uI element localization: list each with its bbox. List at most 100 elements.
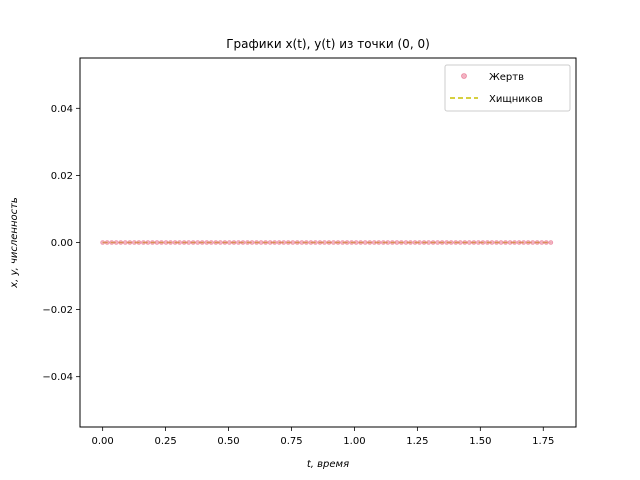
x-tick-label: 0.00: [92, 436, 114, 447]
series-prey-point: [331, 240, 336, 245]
series-prey-point: [150, 240, 155, 245]
series-prey-point: [227, 240, 232, 245]
series-prey-point: [525, 240, 531, 245]
series-prey-point: [204, 240, 210, 245]
series-prey-point: [272, 240, 277, 245]
series-prey-point: [276, 240, 282, 245]
legend-box: [444, 64, 571, 112]
series-prey-point: [408, 240, 413, 245]
series-prey-point: [258, 240, 264, 245]
series-prey-point: [249, 240, 255, 245]
series-prey-point: [471, 240, 477, 245]
series-prey-point: [543, 240, 549, 245]
series-prey-point: [457, 240, 463, 245]
legend-predators-label: Хищников: [489, 94, 543, 105]
legend-prey-label: Жертв: [489, 72, 524, 83]
series-prey-point: [285, 240, 291, 245]
series-prey-point: [231, 240, 237, 245]
series-prey-point: [109, 240, 115, 245]
series-prey-point: [159, 240, 164, 245]
x-axis: 0.00 0.25 0.50 0.75 1.00 1.25 1.50 1.75: [92, 427, 554, 447]
x-tick-label: 1.50: [469, 436, 491, 447]
series-prey-point: [362, 240, 368, 245]
series-prey-point: [245, 240, 250, 245]
series-prey-point: [430, 240, 436, 245]
series-prey-point: [317, 240, 323, 245]
series-prey-point: [494, 240, 499, 245]
series-prey-point: [136, 240, 142, 245]
series-prey-point: [141, 240, 146, 245]
series-prey-point: [426, 240, 431, 245]
series-prey-point: [381, 240, 386, 245]
series-prey-point: [353, 240, 359, 245]
series-prey-point: [322, 240, 327, 245]
series-prey-point: [503, 240, 508, 245]
series-prey-point: [485, 240, 490, 245]
series-prey-point: [358, 240, 363, 245]
series-prey-point: [326, 240, 332, 245]
series-prey-point: [462, 240, 468, 245]
series-prey-point: [516, 240, 522, 245]
series-prey-point: [113, 240, 119, 245]
series-prey-point: [186, 240, 191, 245]
legend: Жертв Хищников: [444, 64, 571, 112]
series-prey-point: [172, 240, 178, 245]
series-prey-point: [530, 240, 536, 245]
series-prey-point: [403, 240, 409, 245]
series-prey-point: [344, 240, 350, 245]
series-prey-point: [104, 240, 110, 245]
series-prey-point: [100, 240, 105, 245]
series-prey-point: [548, 240, 554, 245]
series-prey-point: [453, 240, 459, 245]
series-prey-point: [209, 240, 214, 245]
series-prey-point: [290, 240, 296, 245]
series-prey-point: [539, 240, 545, 245]
series-prey-point: [340, 240, 345, 245]
series-prey-point: [489, 240, 495, 245]
series-prey-point: [218, 240, 223, 245]
series-prey-point: [295, 240, 300, 245]
y-axis: −0.04 −0.02 0.00 0.02 0.04: [42, 104, 80, 383]
y-tick-label: −0.02: [42, 305, 73, 316]
x-tick-label: 1.25: [406, 436, 428, 447]
series-prey-point: [281, 240, 287, 245]
series-prey-point: [199, 240, 205, 245]
series-prey-point: [476, 240, 481, 245]
y-tick-label: 0.04: [51, 104, 73, 115]
series-prey-point: [371, 240, 377, 245]
series-prey-point: [534, 240, 540, 245]
series-prey-point: [222, 240, 228, 245]
series-prey-point: [299, 240, 305, 245]
series-prey-point: [349, 240, 354, 245]
legend-prey-marker: [461, 73, 467, 79]
series-prey-point: [177, 240, 182, 245]
series-layer: [100, 240, 554, 245]
series-prey-point: [313, 240, 318, 245]
series-prey-point: [521, 240, 526, 245]
chart-title: Графики x(t), y(t) из точки (0, 0): [226, 37, 430, 51]
y-tick-label: 0.02: [51, 171, 73, 182]
series-prey-point: [394, 240, 400, 245]
x-tick-label: 1.75: [532, 436, 554, 447]
series-prey-point: [507, 240, 513, 245]
y-tick-label: −0.04: [42, 372, 73, 383]
series-prey-point: [435, 240, 440, 245]
series-prey-point: [335, 240, 341, 245]
series-prey-point: [145, 240, 151, 245]
x-tick-label: 0.25: [154, 436, 176, 447]
series-prey-point: [181, 240, 187, 245]
series-prey-point: [154, 240, 160, 245]
series-prey-point: [190, 240, 196, 245]
series-prey-point: [127, 240, 133, 245]
series-prey-point: [390, 240, 395, 245]
series-prey-point: [399, 240, 404, 245]
series-prey-point: [254, 240, 259, 245]
y-axis-label: x, y, численность: [9, 197, 20, 289]
series-prey-point: [118, 240, 124, 245]
series-prey-point: [412, 240, 418, 245]
series-prey-point: [304, 240, 309, 245]
x-tick-label: 0.50: [217, 436, 239, 447]
series-prey-point: [417, 240, 422, 245]
series-prey-point: [213, 240, 219, 245]
